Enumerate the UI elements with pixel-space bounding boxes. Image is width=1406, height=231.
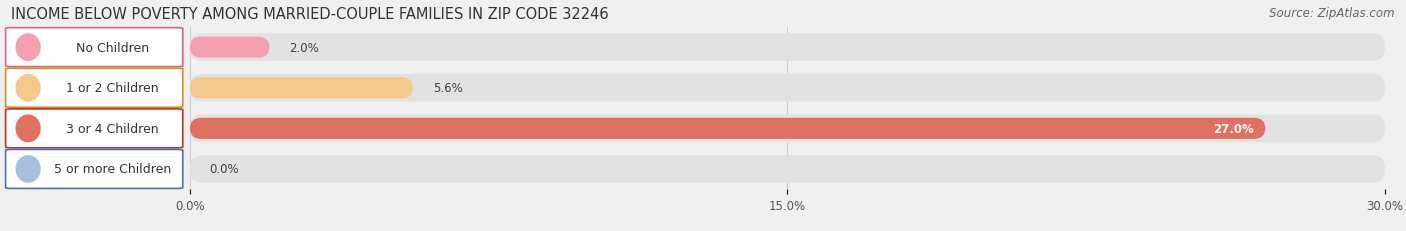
FancyBboxPatch shape [190, 118, 1265, 139]
Text: 5.6%: 5.6% [433, 82, 463, 95]
Text: No Children: No Children [76, 41, 149, 55]
FancyBboxPatch shape [190, 34, 1385, 62]
FancyBboxPatch shape [190, 75, 1385, 102]
Text: 2.0%: 2.0% [290, 41, 319, 55]
Text: 0.0%: 0.0% [209, 163, 239, 176]
Text: INCOME BELOW POVERTY AMONG MARRIED-COUPLE FAMILIES IN ZIP CODE 32246: INCOME BELOW POVERTY AMONG MARRIED-COUPL… [11, 7, 609, 22]
FancyBboxPatch shape [190, 115, 1385, 143]
Text: 27.0%: 27.0% [1213, 122, 1254, 135]
Text: 5 or more Children: 5 or more Children [53, 163, 172, 176]
FancyBboxPatch shape [190, 155, 1385, 183]
Text: Source: ZipAtlas.com: Source: ZipAtlas.com [1270, 7, 1395, 20]
Text: 1 or 2 Children: 1 or 2 Children [66, 82, 159, 95]
FancyBboxPatch shape [190, 37, 270, 58]
FancyBboxPatch shape [190, 78, 413, 99]
Text: 3 or 4 Children: 3 or 4 Children [66, 122, 159, 135]
